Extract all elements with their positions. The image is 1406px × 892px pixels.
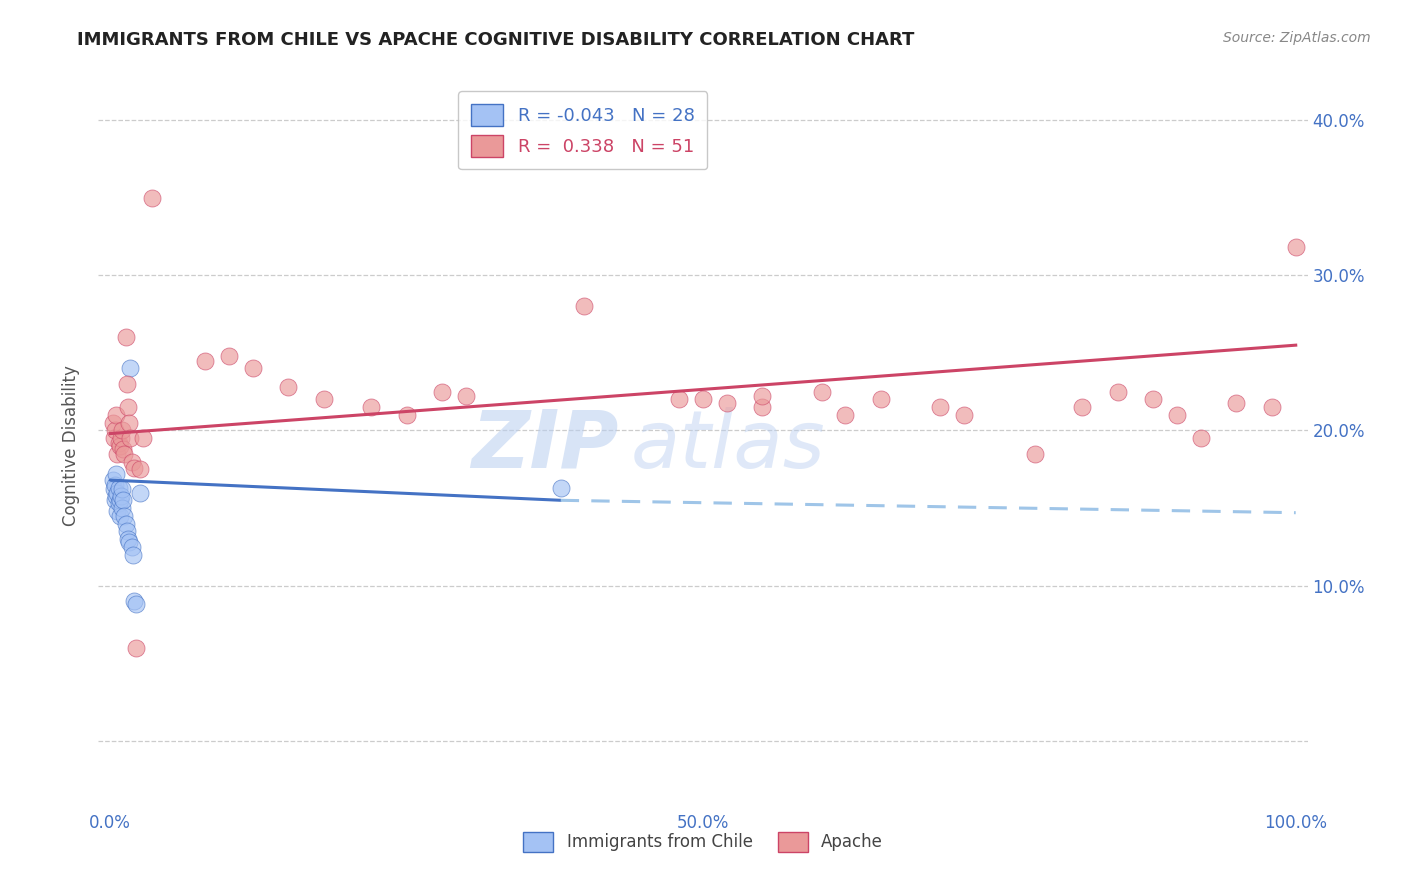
Point	[114, 447, 136, 461]
Point	[107, 436, 129, 450]
Point	[107, 496, 129, 510]
Point	[312, 392, 335, 407]
Point	[1166, 408, 1188, 422]
Y-axis label: Cognitive Disability: Cognitive Disability	[62, 366, 80, 526]
Point	[952, 408, 974, 422]
Point	[122, 460, 145, 475]
Point	[118, 416, 141, 430]
Point	[454, 389, 477, 403]
Point	[114, 508, 136, 523]
Text: ZIP: ZIP	[471, 407, 619, 485]
Point	[112, 493, 135, 508]
Point	[360, 401, 382, 415]
Point	[105, 485, 128, 500]
Point	[432, 384, 454, 399]
Point	[117, 401, 139, 415]
Point	[121, 548, 143, 562]
Point	[105, 408, 128, 422]
Point	[101, 416, 124, 430]
Point	[105, 447, 128, 461]
Point	[104, 424, 127, 438]
Point	[103, 483, 125, 497]
Point	[810, 384, 832, 399]
Point	[105, 489, 128, 503]
Point	[1071, 401, 1094, 415]
Point	[122, 594, 145, 608]
Point	[129, 485, 152, 500]
Point	[118, 535, 141, 549]
Point	[751, 389, 773, 403]
Point	[395, 408, 418, 422]
Point	[1107, 384, 1129, 399]
Point	[1225, 395, 1247, 409]
Point	[141, 191, 163, 205]
Point	[121, 454, 143, 468]
Point	[218, 349, 240, 363]
Point	[101, 473, 124, 487]
Text: Source: ZipAtlas.com: Source: ZipAtlas.com	[1223, 31, 1371, 45]
Point	[1285, 240, 1308, 254]
Point	[194, 353, 217, 368]
Point	[1261, 401, 1284, 415]
Point	[132, 431, 155, 445]
Point	[115, 524, 138, 539]
Point	[108, 508, 131, 523]
Point	[111, 483, 134, 497]
Point	[111, 501, 134, 516]
Point	[716, 395, 738, 409]
Text: atlas: atlas	[630, 407, 825, 485]
Point	[115, 376, 138, 391]
Point	[105, 467, 128, 481]
Point	[125, 597, 148, 611]
Point	[869, 392, 891, 407]
Point	[108, 439, 131, 453]
Legend: Immigrants from Chile, Apache: Immigrants from Chile, Apache	[516, 825, 890, 859]
Point	[112, 442, 135, 456]
Point	[929, 401, 952, 415]
Point	[1142, 392, 1164, 407]
Point	[114, 516, 136, 531]
Point	[574, 299, 596, 313]
Point	[111, 424, 134, 438]
Point	[129, 462, 152, 476]
Point	[121, 540, 143, 554]
Point	[751, 401, 773, 415]
Point	[668, 392, 690, 407]
Point	[550, 481, 572, 495]
Point	[110, 431, 132, 445]
Point	[107, 481, 129, 495]
Point	[834, 408, 856, 422]
Point	[103, 431, 125, 445]
Point	[110, 489, 132, 503]
Point	[117, 532, 139, 546]
Point	[692, 392, 714, 407]
Point	[104, 477, 127, 491]
Point	[114, 330, 136, 344]
Point	[125, 640, 148, 655]
Point	[105, 504, 128, 518]
Point	[242, 361, 264, 376]
Point	[104, 493, 127, 508]
Point	[108, 493, 131, 508]
Text: IMMIGRANTS FROM CHILE VS APACHE COGNITIVE DISABILITY CORRELATION CHART: IMMIGRANTS FROM CHILE VS APACHE COGNITIV…	[77, 31, 915, 49]
Point	[277, 380, 299, 394]
Point	[120, 431, 142, 445]
Point	[120, 361, 142, 376]
Point	[1024, 447, 1046, 461]
Point	[1189, 431, 1212, 445]
